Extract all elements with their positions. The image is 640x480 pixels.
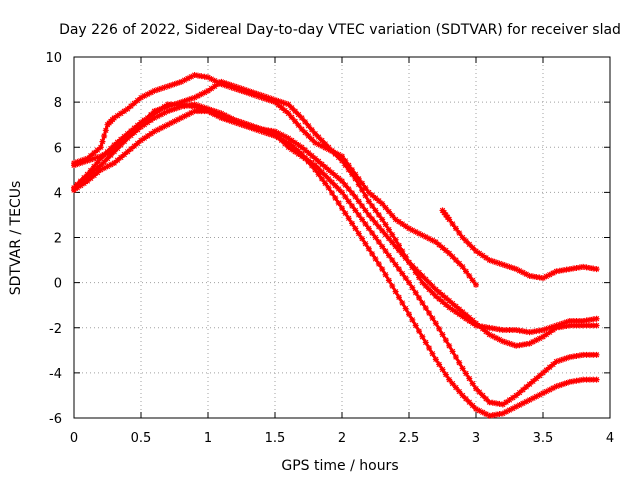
series-track-6 xyxy=(439,207,600,282)
x-tick-label: 0.5 xyxy=(131,431,152,446)
series-line xyxy=(72,102,599,406)
axis-ticks xyxy=(73,56,611,419)
x-tick-label: 3.5 xyxy=(533,431,554,446)
series-track-5 xyxy=(71,108,600,419)
series-track-3 xyxy=(71,101,600,349)
y-tick-label: 4 xyxy=(54,186,62,201)
x-tick-label: 2 xyxy=(338,431,346,446)
x-tick-label: 1 xyxy=(204,431,212,446)
series-line xyxy=(72,102,599,348)
y-tick-label: -4 xyxy=(49,367,62,382)
chart-title: Day 226 of 2022, Sidereal Day-to-day VTE… xyxy=(59,22,621,38)
tick-labels: 0 0.5 1 1.5 2 2.5 3 3.5 4 -6 -4 -2 0 2 4 6 8 10 xyxy=(45,51,614,446)
x-tick-label: 0 xyxy=(70,431,78,446)
y-tick-label: -2 xyxy=(49,322,62,337)
x-axis-title: GPS time / hours xyxy=(281,458,398,474)
series-group xyxy=(71,72,600,419)
y-tick-label: 6 xyxy=(54,141,62,156)
series-markers xyxy=(71,101,600,349)
x-tick-label: 3 xyxy=(472,431,480,446)
series-markers xyxy=(439,207,600,282)
series-track-1 xyxy=(71,72,479,288)
y-axis-title: SDTVAR / TECUs xyxy=(8,181,24,296)
y-tick-label: 8 xyxy=(54,96,62,111)
y-tick-label: -6 xyxy=(49,412,62,427)
y-tick-label: 10 xyxy=(45,51,62,66)
y-tick-label: 0 xyxy=(54,277,62,292)
x-tick-label: 2.5 xyxy=(399,431,420,446)
x-tick-label: 4 xyxy=(606,431,614,446)
series-markers xyxy=(71,108,600,419)
x-tick-label: 1.5 xyxy=(265,431,286,446)
y-tick-label: 2 xyxy=(54,232,62,247)
series-markers xyxy=(71,72,479,288)
